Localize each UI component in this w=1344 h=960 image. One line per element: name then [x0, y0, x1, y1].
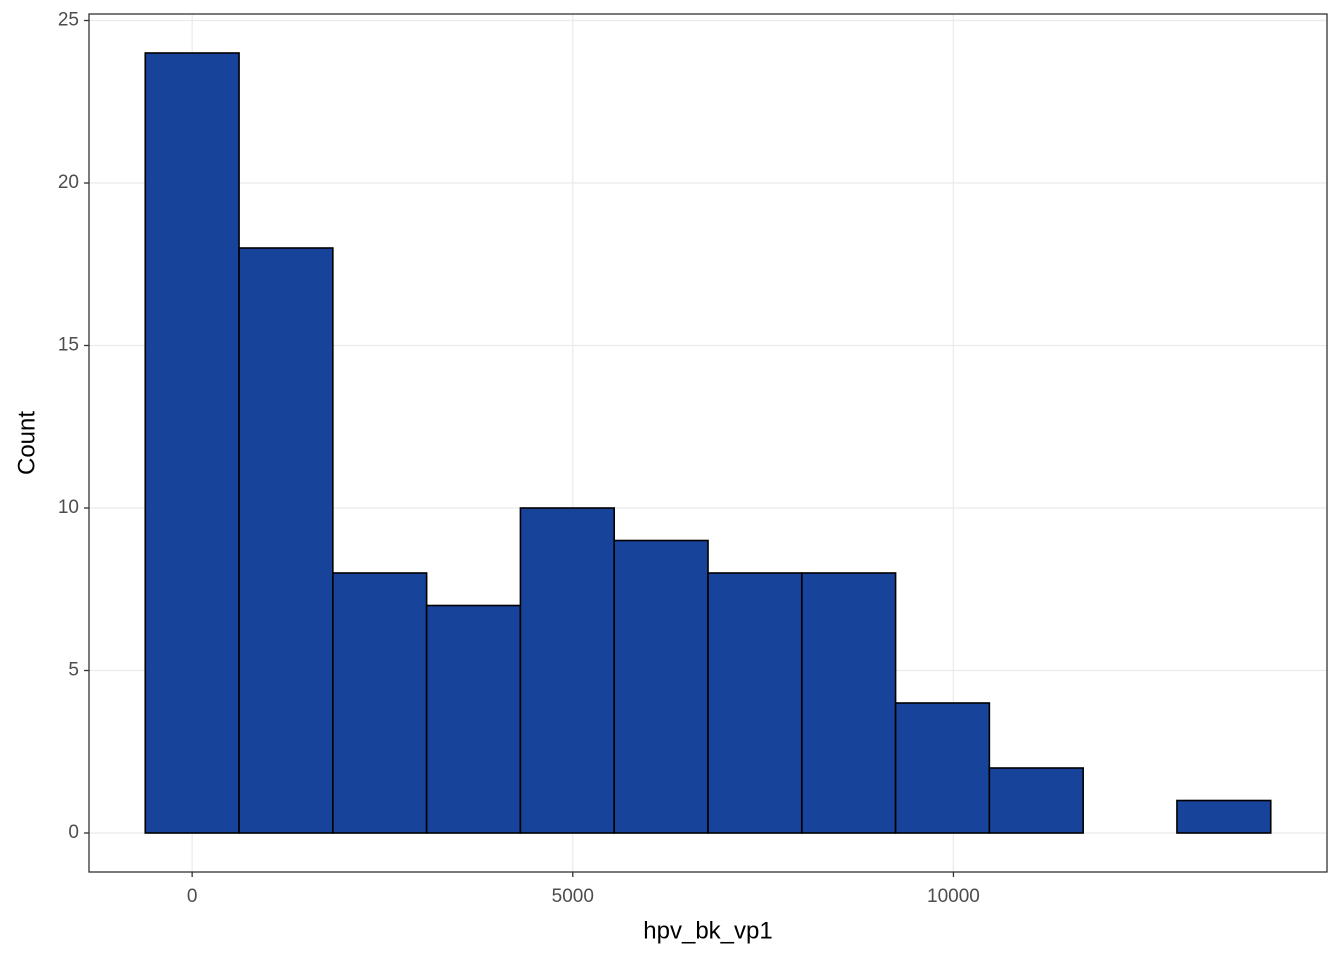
bar [613, 539, 709, 834]
bar [238, 247, 334, 834]
panel-border [88, 13, 1328, 873]
y-tick-label: 10 [58, 497, 79, 518]
y-tick-label: 0 [68, 822, 79, 843]
y-tick-label: 25 [58, 10, 79, 31]
x-axis-title: hpv_bk_vp1 [643, 917, 772, 944]
bar [988, 767, 1084, 834]
bar [800, 572, 897, 834]
x-tick-label: 10000 [927, 886, 980, 907]
bar [519, 507, 616, 834]
x-tick-label: 0 [187, 886, 198, 907]
y-tick-label: 5 [68, 660, 79, 681]
bar [425, 604, 522, 834]
bar [144, 52, 240, 834]
bar [707, 572, 803, 834]
bar [1176, 799, 1272, 834]
y-axis-title: Count [13, 411, 40, 475]
y-tick-label: 20 [58, 172, 79, 193]
bar [894, 702, 991, 834]
x-tick-label: 5000 [552, 886, 594, 907]
bar [332, 572, 428, 834]
y-tick-label: 15 [58, 335, 79, 356]
